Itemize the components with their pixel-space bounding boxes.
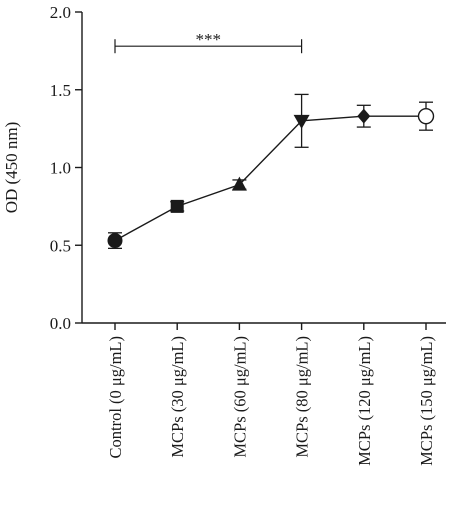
data-point-triangle-up [231,176,247,191]
x-tick-label: MCPs (120 μg/mL) [355,336,374,466]
y-tick-label: 1.5 [50,81,71,100]
data-point-triangle-down [293,114,310,129]
data-point-circle [107,233,123,249]
x-tick-label: MCPs (60 μg/mL) [230,336,249,458]
y-tick-label: 0.5 [50,236,71,255]
x-tick-label: MCPs (80 μg/mL) [293,336,312,458]
x-tick-label: MCPs (30 μg/mL) [168,336,187,458]
data-point-square [170,199,184,213]
data-point-diamond [357,108,371,124]
x-tick-label: Control (0 μg/mL) [106,336,125,459]
y-axis-label: OD (450 nm) [2,122,21,214]
y-tick-label: 1.0 [50,159,71,178]
x-tick-label: MCPs (150 μg/mL) [417,336,436,466]
y-tick-label: 0.0 [50,314,71,333]
significance-label: *** [196,30,222,49]
data-point-open-circle [417,107,435,125]
y-tick-label: 2.0 [50,3,71,22]
series-line [114,115,426,242]
